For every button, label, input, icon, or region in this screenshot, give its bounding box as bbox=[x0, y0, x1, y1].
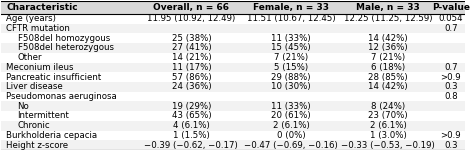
Text: Intermittent: Intermittent bbox=[18, 111, 70, 120]
Text: 14 (42%): 14 (42%) bbox=[368, 34, 408, 43]
Text: 57 (86%): 57 (86%) bbox=[172, 73, 211, 82]
Bar bbox=[1, 14, 465, 24]
Text: Pseudomonas aeruginosa: Pseudomonas aeruginosa bbox=[6, 92, 117, 101]
Text: 4 (6.1%): 4 (6.1%) bbox=[173, 121, 210, 130]
Text: Height z-score: Height z-score bbox=[6, 141, 68, 150]
Text: 29 (88%): 29 (88%) bbox=[271, 73, 310, 82]
Text: 1 (1.5%): 1 (1.5%) bbox=[173, 131, 210, 140]
Text: 2 (6.1%): 2 (6.1%) bbox=[273, 121, 310, 130]
Bar bbox=[1, 1, 465, 14]
Bar bbox=[1, 43, 465, 53]
Text: 14 (42%): 14 (42%) bbox=[368, 82, 408, 91]
Text: 7 (21%): 7 (21%) bbox=[371, 53, 405, 62]
Text: F508del homozygous: F508del homozygous bbox=[18, 34, 110, 43]
Text: 10 (30%): 10 (30%) bbox=[271, 82, 311, 91]
Text: −0.39 (−0.62, −0.17): −0.39 (−0.62, −0.17) bbox=[145, 141, 238, 150]
Text: 0.7: 0.7 bbox=[444, 63, 457, 72]
Bar bbox=[1, 63, 465, 72]
Text: Female, n = 33: Female, n = 33 bbox=[253, 3, 329, 12]
Text: 0.3: 0.3 bbox=[444, 141, 457, 150]
Text: 8 (24%): 8 (24%) bbox=[371, 102, 405, 111]
Text: Other: Other bbox=[18, 53, 42, 62]
Text: 7 (21%): 7 (21%) bbox=[274, 53, 308, 62]
Text: 11.95 (10.92, 12.49): 11.95 (10.92, 12.49) bbox=[147, 14, 236, 23]
Text: Liver disease: Liver disease bbox=[6, 82, 63, 91]
Text: 5 (15%): 5 (15%) bbox=[274, 63, 308, 72]
Text: 24 (36%): 24 (36%) bbox=[172, 82, 211, 91]
Text: Pancreatic insufficient: Pancreatic insufficient bbox=[6, 73, 101, 82]
Text: Burkholderia cepacia: Burkholderia cepacia bbox=[6, 131, 97, 140]
Text: 23 (70%): 23 (70%) bbox=[368, 111, 408, 120]
Text: 28 (85%): 28 (85%) bbox=[368, 73, 408, 82]
Text: 11.51 (10.67, 12.45): 11.51 (10.67, 12.45) bbox=[246, 14, 335, 23]
Bar bbox=[1, 92, 465, 101]
Text: −0.47 (−0.69, −0.16): −0.47 (−0.69, −0.16) bbox=[244, 141, 338, 150]
Text: 12 (36%): 12 (36%) bbox=[368, 43, 408, 52]
Text: Chronic: Chronic bbox=[18, 121, 50, 130]
Text: 11 (33%): 11 (33%) bbox=[271, 102, 311, 111]
Text: 12.25 (11.25, 12.59): 12.25 (11.25, 12.59) bbox=[344, 14, 432, 23]
Text: P-value: P-value bbox=[432, 3, 470, 12]
Text: 0 (0%): 0 (0%) bbox=[277, 131, 305, 140]
Bar bbox=[1, 121, 465, 131]
Text: 0.054: 0.054 bbox=[438, 14, 463, 23]
Text: 0.8: 0.8 bbox=[444, 92, 457, 101]
Text: 25 (38%): 25 (38%) bbox=[172, 34, 211, 43]
Bar bbox=[1, 72, 465, 82]
Bar bbox=[1, 140, 465, 150]
Bar bbox=[1, 53, 465, 63]
Text: 27 (41%): 27 (41%) bbox=[172, 43, 211, 52]
Text: No: No bbox=[18, 102, 29, 111]
Text: 11 (17%): 11 (17%) bbox=[172, 63, 211, 72]
Text: 11 (33%): 11 (33%) bbox=[271, 34, 311, 43]
Text: CFTR mutation: CFTR mutation bbox=[6, 24, 70, 33]
Text: 19 (29%): 19 (29%) bbox=[172, 102, 211, 111]
Text: 14 (21%): 14 (21%) bbox=[172, 53, 211, 62]
Bar bbox=[1, 111, 465, 121]
Text: >0.9: >0.9 bbox=[440, 73, 461, 82]
Text: F508del heterozygous: F508del heterozygous bbox=[18, 43, 114, 52]
Text: Male, n = 33: Male, n = 33 bbox=[356, 3, 420, 12]
Bar bbox=[1, 24, 465, 33]
Text: 0.3: 0.3 bbox=[444, 82, 457, 91]
Bar bbox=[1, 82, 465, 92]
Bar bbox=[1, 33, 465, 43]
Text: Overall, n = 66: Overall, n = 66 bbox=[153, 3, 229, 12]
Bar bbox=[1, 131, 465, 140]
Bar bbox=[1, 101, 465, 111]
Text: Meconium ileus: Meconium ileus bbox=[6, 63, 73, 72]
Text: 0.7: 0.7 bbox=[444, 24, 457, 33]
Text: Characteristic: Characteristic bbox=[6, 3, 78, 12]
Text: 43 (65%): 43 (65%) bbox=[172, 111, 211, 120]
Text: 6 (18%): 6 (18%) bbox=[371, 63, 405, 72]
Text: Age (years): Age (years) bbox=[6, 14, 56, 23]
Text: 15 (45%): 15 (45%) bbox=[271, 43, 311, 52]
Text: −0.33 (−0.53, −0.19): −0.33 (−0.53, −0.19) bbox=[341, 141, 435, 150]
Text: 20 (61%): 20 (61%) bbox=[271, 111, 311, 120]
Text: 1 (3.0%): 1 (3.0%) bbox=[370, 131, 407, 140]
Text: >0.9: >0.9 bbox=[440, 131, 461, 140]
Text: 2 (6.1%): 2 (6.1%) bbox=[370, 121, 407, 130]
